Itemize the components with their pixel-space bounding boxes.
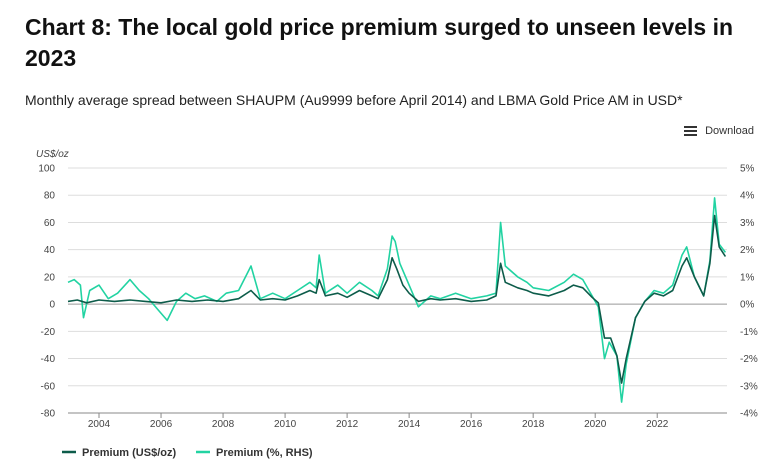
y2-tick-label: -2%	[740, 354, 758, 365]
download-label: Download	[705, 125, 754, 137]
y-tick-label: 60	[44, 218, 56, 229]
y2-tick-label: -4%	[740, 409, 758, 420]
legend-label-pct: Premium (%, RHS)	[216, 447, 313, 459]
axes: 100 80 60 40 20 0 -20 -40 -60 -80 5% 4% 3% 2% 1% 0% -1% -…	[36, 149, 758, 430]
x-tick-label: 2020	[584, 419, 607, 430]
y2-tick-label: 3%	[740, 218, 755, 229]
x-tick-label: 2008	[212, 419, 235, 430]
y-tick-label: -80	[41, 409, 56, 420]
x-tick-label: 2004	[88, 419, 111, 430]
y-tick-label: -60	[41, 381, 56, 392]
y2-tick-label: 0%	[740, 300, 755, 311]
series-lines	[67, 197, 727, 403]
x-tick-label: 2022	[646, 419, 669, 430]
grid-lines	[68, 167, 727, 414]
y-tick-label: 100	[38, 164, 55, 175]
x-tick-label: 2012	[336, 419, 359, 430]
y2-tick-label: 5%	[740, 164, 755, 175]
chart-subtitle: Monthly average spread between SHAUPM (A…	[25, 92, 683, 108]
y2-tick-label: -1%	[740, 327, 758, 338]
x-tick-label: 2018	[522, 419, 545, 430]
y-tick-label: -40	[41, 354, 56, 365]
legend[interactable]: Premium (US$/oz) Premium (%, RHS)	[62, 447, 313, 459]
x-tick-label: 2010	[274, 419, 297, 430]
series-line-usd	[67, 214, 727, 384]
legend-label-usd: Premium (US$/oz)	[82, 447, 176, 459]
y-tick-label: 80	[44, 191, 56, 202]
chart-title: Chart 8: The local gold price premium su…	[25, 14, 734, 71]
menu-icon	[684, 126, 698, 136]
x-tick-label: 2014	[398, 419, 421, 430]
x-tick-label: 2006	[150, 419, 173, 430]
y2-tick-label: 2%	[740, 245, 755, 256]
y-tick-label: 20	[44, 272, 56, 283]
series-line-pct	[67, 197, 727, 403]
y-tick-label: -20	[41, 327, 56, 338]
y2-tick-label: -3%	[740, 381, 758, 392]
y-tick-label: 40	[44, 245, 56, 256]
y2-tick-label: 4%	[740, 191, 755, 202]
y-tick-label: 0	[49, 300, 55, 311]
y2-tick-label: 1%	[740, 272, 755, 283]
y-axis-title: US$/oz	[36, 149, 69, 160]
x-tick-label: 2016	[460, 419, 483, 430]
download-button[interactable]: Download	[684, 125, 754, 137]
